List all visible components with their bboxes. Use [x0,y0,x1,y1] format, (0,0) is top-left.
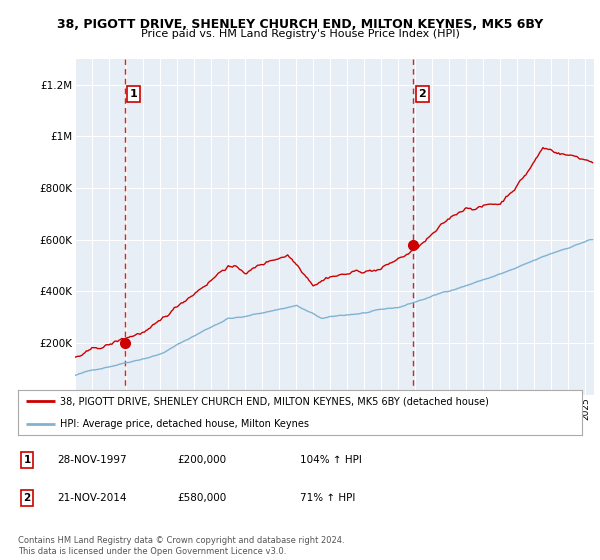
Text: 1: 1 [23,455,31,465]
Text: 38, PIGOTT DRIVE, SHENLEY CHURCH END, MILTON KEYNES, MK5 6BY (detached house): 38, PIGOTT DRIVE, SHENLEY CHURCH END, MI… [60,396,489,406]
Text: £580,000: £580,000 [177,493,226,503]
Text: Price paid vs. HM Land Registry's House Price Index (HPI): Price paid vs. HM Land Registry's House … [140,29,460,39]
Text: 2: 2 [419,89,427,99]
Text: Contains HM Land Registry data © Crown copyright and database right 2024.
This d: Contains HM Land Registry data © Crown c… [18,536,344,556]
Text: HPI: Average price, detached house, Milton Keynes: HPI: Average price, detached house, Milt… [60,419,310,429]
Text: £200,000: £200,000 [177,455,226,465]
Text: 38, PIGOTT DRIVE, SHENLEY CHURCH END, MILTON KEYNES, MK5 6BY: 38, PIGOTT DRIVE, SHENLEY CHURCH END, MI… [57,18,543,31]
Text: 21-NOV-2014: 21-NOV-2014 [57,493,127,503]
Text: 2: 2 [23,493,31,503]
Text: 28-NOV-1997: 28-NOV-1997 [57,455,127,465]
Text: 71% ↑ HPI: 71% ↑ HPI [300,493,355,503]
Text: 1: 1 [130,89,137,99]
Text: 104% ↑ HPI: 104% ↑ HPI [300,455,362,465]
